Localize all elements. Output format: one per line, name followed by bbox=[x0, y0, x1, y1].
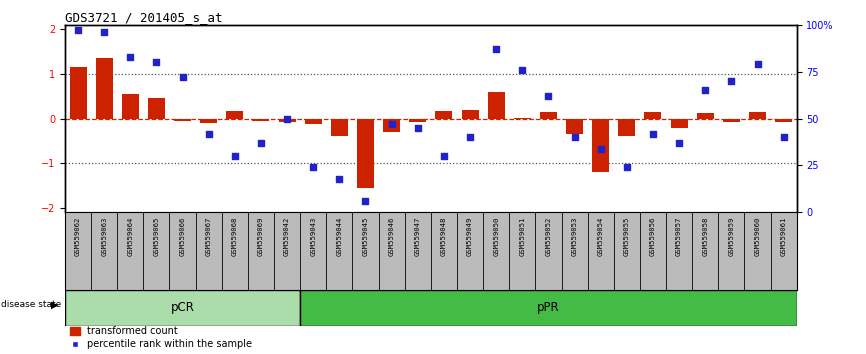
Point bbox=[751, 61, 765, 67]
Point bbox=[97, 29, 111, 35]
Point bbox=[777, 135, 791, 140]
Text: GSM559067: GSM559067 bbox=[206, 216, 211, 256]
Text: GSM559050: GSM559050 bbox=[493, 216, 499, 256]
Text: ▶: ▶ bbox=[51, 299, 59, 309]
Text: GSM559048: GSM559048 bbox=[441, 216, 447, 256]
Text: GSM559042: GSM559042 bbox=[284, 216, 290, 256]
Bar bbox=[462, 110, 479, 119]
Point bbox=[541, 93, 555, 99]
Point bbox=[228, 153, 242, 159]
Bar bbox=[148, 98, 165, 119]
Text: GSM559055: GSM559055 bbox=[624, 216, 630, 256]
Text: GSM559057: GSM559057 bbox=[676, 216, 682, 256]
Point bbox=[698, 87, 712, 93]
Bar bbox=[436, 110, 452, 119]
Point bbox=[359, 198, 372, 204]
Point bbox=[123, 54, 137, 59]
Text: GSM559052: GSM559052 bbox=[546, 216, 552, 256]
Point bbox=[410, 125, 424, 131]
Text: GSM559047: GSM559047 bbox=[415, 216, 421, 256]
Point bbox=[567, 135, 581, 140]
Text: GSM559056: GSM559056 bbox=[650, 216, 656, 256]
Bar bbox=[331, 119, 348, 136]
Text: GSM559069: GSM559069 bbox=[258, 216, 264, 256]
Text: disease state: disease state bbox=[1, 300, 61, 309]
Text: GDS3721 / 201405_s_at: GDS3721 / 201405_s_at bbox=[65, 11, 223, 24]
Text: GSM559062: GSM559062 bbox=[75, 216, 81, 256]
Text: pPR: pPR bbox=[537, 302, 559, 314]
Bar bbox=[540, 112, 557, 119]
Point bbox=[385, 121, 398, 127]
Text: GSM559065: GSM559065 bbox=[153, 216, 159, 256]
Text: GSM559058: GSM559058 bbox=[702, 216, 708, 256]
Bar bbox=[566, 119, 583, 134]
Bar bbox=[410, 119, 426, 122]
Text: GSM559043: GSM559043 bbox=[310, 216, 316, 256]
Bar bbox=[301, 290, 797, 326]
Bar bbox=[775, 119, 792, 122]
Point bbox=[71, 28, 85, 33]
Text: GSM559051: GSM559051 bbox=[520, 216, 526, 256]
Point bbox=[620, 165, 634, 170]
Text: pCR: pCR bbox=[171, 302, 195, 314]
Bar bbox=[488, 92, 505, 119]
Bar bbox=[226, 110, 243, 119]
Bar bbox=[253, 119, 269, 121]
Point bbox=[202, 131, 216, 136]
Point bbox=[672, 140, 686, 146]
Point bbox=[333, 176, 346, 182]
Bar bbox=[200, 119, 217, 123]
Bar bbox=[174, 119, 191, 121]
Bar bbox=[723, 119, 740, 122]
Text: GSM559059: GSM559059 bbox=[728, 216, 734, 256]
Text: GSM559045: GSM559045 bbox=[363, 216, 369, 256]
Point bbox=[463, 135, 477, 140]
Text: GSM559060: GSM559060 bbox=[754, 216, 760, 256]
Point bbox=[254, 140, 268, 146]
Point bbox=[281, 116, 294, 121]
Text: GSM559064: GSM559064 bbox=[127, 216, 133, 256]
Point bbox=[489, 46, 503, 52]
Bar bbox=[644, 112, 662, 119]
Bar bbox=[514, 118, 531, 119]
Bar bbox=[592, 119, 609, 172]
Bar bbox=[383, 119, 400, 132]
Bar bbox=[357, 119, 374, 188]
Bar bbox=[95, 58, 113, 119]
Point bbox=[646, 131, 660, 136]
Text: GSM559046: GSM559046 bbox=[389, 216, 395, 256]
Bar bbox=[122, 94, 139, 119]
Point bbox=[594, 146, 608, 152]
Bar bbox=[618, 119, 636, 136]
Point bbox=[725, 78, 739, 84]
Text: GSM559053: GSM559053 bbox=[572, 216, 578, 256]
Bar bbox=[65, 290, 301, 326]
Bar bbox=[279, 119, 295, 122]
Text: GSM559063: GSM559063 bbox=[101, 216, 107, 256]
Text: GSM559061: GSM559061 bbox=[780, 216, 786, 256]
Bar bbox=[69, 67, 87, 119]
Legend: transformed count, percentile rank within the sample: transformed count, percentile rank withi… bbox=[70, 326, 252, 349]
Point bbox=[437, 153, 451, 159]
Bar bbox=[305, 119, 322, 124]
Text: GSM559054: GSM559054 bbox=[598, 216, 604, 256]
Text: GSM559068: GSM559068 bbox=[232, 216, 238, 256]
Text: GSM559066: GSM559066 bbox=[179, 216, 185, 256]
Point bbox=[176, 74, 190, 80]
Point bbox=[150, 59, 164, 65]
Point bbox=[515, 67, 529, 73]
Text: GSM559049: GSM559049 bbox=[467, 216, 473, 256]
Text: GSM559044: GSM559044 bbox=[336, 216, 342, 256]
Bar bbox=[670, 119, 688, 129]
Bar bbox=[697, 113, 714, 119]
Bar bbox=[749, 112, 766, 119]
Point bbox=[307, 165, 320, 170]
